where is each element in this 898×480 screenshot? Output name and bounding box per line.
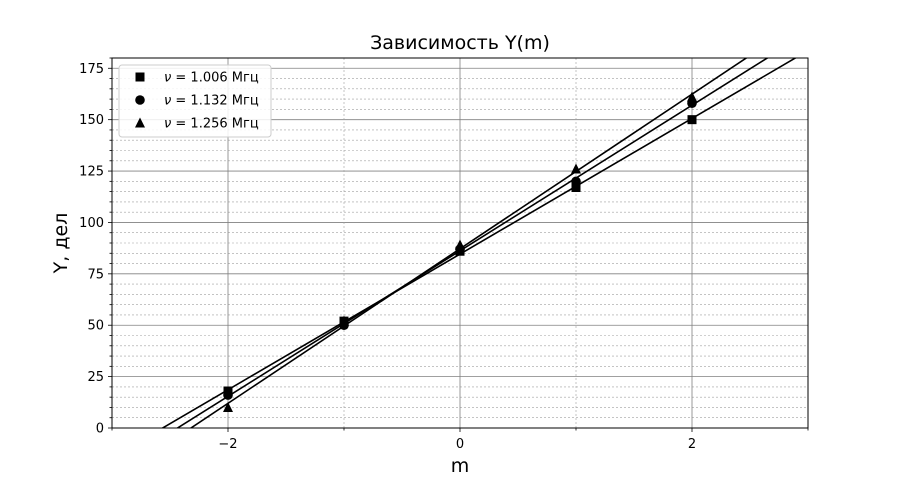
data-point-series-3 xyxy=(339,315,349,326)
legend-marker-series-1 xyxy=(135,72,145,82)
y-tick-label: 100 xyxy=(79,216,104,231)
x-tick-label: 2 xyxy=(688,437,696,452)
x-tick-label: −2 xyxy=(218,437,237,452)
legend-entry-series-1: ν = 1.006 Мгц xyxy=(164,71,259,86)
y-tick-label: 25 xyxy=(87,370,104,385)
y-tick-label: 50 xyxy=(87,319,104,334)
legend-label: = 1.132 Мгц xyxy=(171,94,259,109)
y-tick-label: 175 xyxy=(79,62,104,77)
legend-entry-series-3: ν = 1.256 Мгц xyxy=(164,117,259,132)
legend-box xyxy=(118,64,272,138)
axis-ticks: 0 25 50 75 100 125 150 175 −2 0 2 xyxy=(79,57,809,452)
data-point-series-1 xyxy=(571,183,581,192)
y-tick-label: 150 xyxy=(79,113,104,128)
data-point-series-3 xyxy=(687,91,697,102)
data-point-series-2 xyxy=(223,390,233,400)
x-tick-label: 0 xyxy=(456,437,464,452)
x-axis-label: m xyxy=(451,455,470,477)
legend-label: = 1.256 Мгц xyxy=(171,117,259,132)
data-point-series-3 xyxy=(455,239,465,250)
y-tick-label: 125 xyxy=(79,165,104,180)
data-point-series-2 xyxy=(571,176,581,187)
y-tick-label: 0 xyxy=(96,422,104,437)
legend-label: = 1.006 Мгц xyxy=(171,71,259,86)
data-point-series-1 xyxy=(687,115,697,125)
legend-symbol: ν xyxy=(164,71,171,86)
y-axis-label: Y, дел xyxy=(50,213,72,275)
legend-marker-series-2 xyxy=(135,95,145,105)
legend-symbol: ν xyxy=(164,94,171,109)
legend-symbol: ν xyxy=(164,117,171,132)
legend-marker-series-3 xyxy=(135,117,145,128)
data-point-series-3 xyxy=(223,401,233,412)
y-tick-label: 75 xyxy=(87,267,104,282)
data-points xyxy=(223,91,697,412)
data-point-series-3 xyxy=(571,163,581,174)
chart-title: Зависимость Y(m) xyxy=(370,32,550,54)
legend-entry-series-2: ν = 1.132 Мгц xyxy=(164,94,259,109)
